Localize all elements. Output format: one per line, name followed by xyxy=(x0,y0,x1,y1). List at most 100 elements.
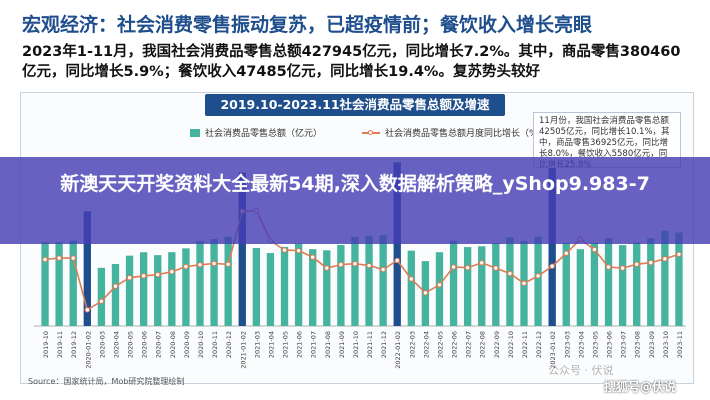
growth-point-2020-07 xyxy=(155,271,161,278)
growth-point-2021-07 xyxy=(309,254,316,260)
bar-2021-10 xyxy=(351,237,359,326)
bar-2021-08 xyxy=(323,250,331,326)
bar-2023-07 xyxy=(618,245,627,326)
growth-point-2021-11 xyxy=(366,262,372,269)
x-tick-label-2023-07: 2023-07 xyxy=(620,331,628,358)
bar-2020-01-02 xyxy=(83,211,91,326)
bar-2022-06 xyxy=(449,240,458,326)
x-tick-label-2021-06: 2021-06 xyxy=(296,331,304,358)
bar-2020-12 xyxy=(224,236,232,326)
bar-2021-03 xyxy=(252,247,261,326)
bar-2021-11 xyxy=(365,235,373,326)
x-tick-label-2022-04: 2022-04 xyxy=(422,331,430,358)
growth-point-2022-06 xyxy=(450,264,457,270)
growth-point-2023-03 xyxy=(563,250,569,257)
x-tick-label-2020-01-02: 2020-01-02 xyxy=(84,331,92,369)
bar-2022-12 xyxy=(534,236,542,326)
growth-point-2021-08 xyxy=(324,265,330,271)
bar-2020-09 xyxy=(182,248,190,326)
growth-point-2021-06 xyxy=(295,247,302,254)
bar-2022-03 xyxy=(407,250,415,326)
bar-2023-10 xyxy=(661,230,669,326)
x-tick-label-2021-07: 2021-07 xyxy=(310,331,318,358)
summary-text: 2023年1-11月，我国社会消费品零售总额427945亿元，同比增长7.2%。… xyxy=(22,44,681,80)
x-tick-label-2023-06: 2023-06 xyxy=(606,331,614,358)
growth-point-2019-12 xyxy=(70,255,76,261)
x-tick-label-2022-06: 2022-06 xyxy=(451,331,459,358)
growth-point-2023-05 xyxy=(591,246,598,253)
x-tick-label-2020-08: 2020-08 xyxy=(169,331,177,358)
x-tick-label-2022-05: 2022-05 xyxy=(436,331,444,358)
x-tick-label-2022-10: 2022-10 xyxy=(507,331,515,358)
watermark-wechat: 公众号 · 伏说 xyxy=(548,364,614,377)
growth-point-2021-09 xyxy=(338,261,344,268)
legend-line-swatch xyxy=(362,129,381,135)
bar-2020-11 xyxy=(210,239,218,326)
growth-point-2020-06 xyxy=(140,273,147,279)
x-tick-label-2021-04: 2021-04 xyxy=(267,331,275,358)
bar-2023-06 xyxy=(604,238,613,326)
x-tick-label-2022-01-02: 2022-01-02 xyxy=(394,331,402,369)
bar-2023-08 xyxy=(633,242,641,326)
legend-line-label: 社会消费品零售总额月度同比增长（%） xyxy=(385,129,547,139)
bar-2021-09 xyxy=(337,244,345,326)
x-tick-label-2020-12: 2020-12 xyxy=(225,331,233,358)
bar-2021-07 xyxy=(309,249,317,326)
x-tick-label-2021-10: 2021-10 xyxy=(352,331,360,358)
bar-2023-09 xyxy=(647,238,655,326)
growth-point-2023-10 xyxy=(662,256,668,262)
x-tick-label-2020-11: 2020-11 xyxy=(211,331,219,358)
bar-2021-06 xyxy=(294,243,303,326)
bar-2021-12 xyxy=(379,235,387,326)
growth-point-2021-05 xyxy=(281,247,288,253)
bar-2022-10 xyxy=(506,237,514,326)
bar-2021-05 xyxy=(280,246,289,326)
bar-2021-04 xyxy=(266,253,275,326)
x-tick-label-2020-06: 2020-06 xyxy=(141,331,149,358)
legend-bar-swatch xyxy=(190,128,200,137)
growth-point-2020-12 xyxy=(225,261,231,267)
bar-2022-09 xyxy=(492,242,500,326)
bar-2020-08 xyxy=(168,252,176,326)
x-tick-label-2020-03: 2020-03 xyxy=(98,331,106,358)
x-tick-label-2021-01-02: 2021-01-02 xyxy=(239,331,247,369)
x-tick-label-2023-03: 2023-03 xyxy=(563,331,571,358)
growth-point-2019-10 xyxy=(42,256,48,263)
growth-point-2022-10 xyxy=(507,270,513,277)
x-tick-label-2021-05: 2021-05 xyxy=(282,331,290,358)
x-tick-label-2023-05: 2023-05 xyxy=(591,331,599,358)
x-tick-label-2022-11: 2022-11 xyxy=(521,331,529,358)
growth-point-2020-09 xyxy=(183,263,189,270)
growth-point-2022-01-02 xyxy=(394,257,400,264)
watermark-sohu: 搜狐号@伏说 xyxy=(604,380,677,394)
growth-point-2022-11 xyxy=(521,280,527,287)
x-tick-label-2023-11: 2023-11 xyxy=(676,331,684,358)
x-tick-label-2020-10: 2020-10 xyxy=(197,331,205,358)
x-tick-label-2020-09: 2020-09 xyxy=(183,331,191,358)
x-tick-label-2022-08: 2022-08 xyxy=(479,331,487,358)
growth-point-2023-06 xyxy=(605,264,612,270)
bar-2023-03 xyxy=(562,243,570,326)
growth-point-2023-07 xyxy=(619,265,626,271)
growth-point-2020-04 xyxy=(112,283,119,289)
bar-2019-12 xyxy=(69,240,77,326)
bar-2022-07 xyxy=(463,247,472,326)
x-tick-label-2022-09: 2022-09 xyxy=(493,331,501,358)
growth-point-2020-05 xyxy=(126,274,133,281)
bar-2023-11 xyxy=(675,232,683,326)
growth-point-2022-09 xyxy=(493,265,499,271)
bar-2022-08 xyxy=(478,246,486,326)
x-tick-label-2023-08: 2023-08 xyxy=(634,331,642,358)
overlay-title: 新澳天天开奖资料大全最新54期,深入数据解析策略_yShop9.983-7 xyxy=(0,157,710,244)
bar-2021-01-02 xyxy=(238,172,246,326)
x-tick-label-2022-12: 2022-12 xyxy=(535,331,543,358)
x-tick-label-2021-08: 2021-08 xyxy=(324,331,332,358)
growth-point-2020-08 xyxy=(169,269,175,275)
bar-2020-04 xyxy=(111,264,120,326)
growth-point-2021-12 xyxy=(380,266,386,273)
x-tick-label-2021-11: 2021-11 xyxy=(366,331,374,358)
bar-2023-05 xyxy=(590,242,599,326)
x-tick-label-2020-05: 2020-05 xyxy=(127,331,135,358)
bar-2020-10 xyxy=(196,241,204,326)
growth-point-2022-03 xyxy=(408,276,415,282)
